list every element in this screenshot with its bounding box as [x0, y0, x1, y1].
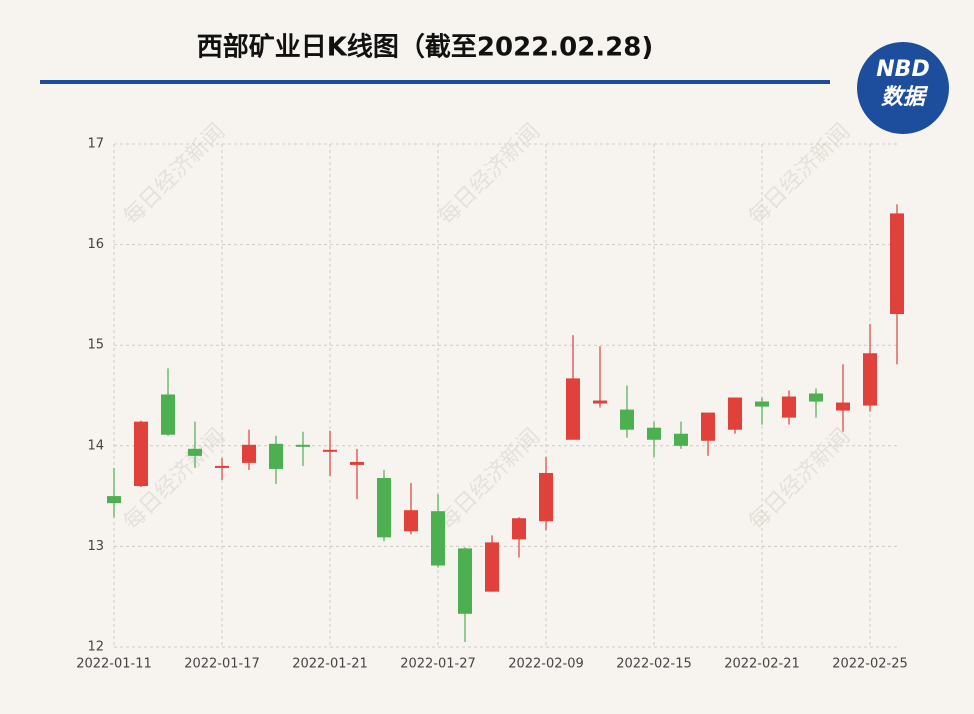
candle-body: [674, 433, 688, 446]
y-tick-label: 15: [87, 338, 104, 353]
candle-body: [404, 510, 418, 532]
candle-body: [755, 401, 769, 407]
y-tick-label: 14: [87, 438, 104, 453]
candle-body: [728, 397, 742, 430]
candle-body: [890, 213, 904, 315]
candle-body: [161, 394, 175, 435]
candle-body: [782, 396, 796, 418]
x-tick-label: 2022-01-27: [400, 657, 476, 672]
candle-body: [269, 443, 283, 469]
x-tick-label: 2022-02-21: [724, 657, 800, 672]
candle-body: [512, 518, 526, 540]
logo-top: NBD: [876, 57, 929, 82]
candle-body: [647, 427, 661, 440]
candle-body: [242, 444, 256, 463]
candle-body: [107, 496, 121, 504]
title-rule: [40, 80, 830, 84]
logo: [857, 42, 949, 134]
x-tick-label: 2022-02-25: [832, 657, 908, 672]
candle-body: [134, 421, 148, 487]
candle-body: [377, 477, 391, 538]
candle-body: [431, 511, 445, 566]
candle-body: [539, 472, 553, 522]
chart-title: 西部矿业日K线图（截至2022.02.28): [197, 32, 654, 63]
candle-body: [836, 402, 850, 411]
candle-body: [350, 461, 364, 465]
candle-body: [701, 412, 715, 441]
candle-body: [809, 393, 823, 402]
candle-body: [188, 448, 202, 456]
candle-body: [296, 444, 310, 447]
candle-body: [620, 409, 634, 430]
x-tick-label: 2022-01-21: [292, 657, 368, 672]
y-tick-label: 13: [87, 539, 104, 554]
x-tick-label: 2022-02-09: [508, 657, 584, 672]
candle-body: [485, 542, 499, 592]
x-tick-label: 2022-01-11: [76, 657, 152, 672]
candle-body: [863, 353, 877, 406]
y-tick-label: 16: [87, 237, 104, 252]
candle-body: [323, 449, 337, 452]
candle-body: [458, 548, 472, 614]
candle-body: [566, 378, 580, 440]
logo-bottom: 数据: [881, 85, 929, 110]
y-tick-label: 12: [87, 640, 104, 655]
candle-body: [593, 400, 607, 404]
x-tick-label: 2022-01-17: [184, 657, 260, 672]
candle-body: [215, 465, 229, 468]
y-tick-label: 17: [87, 137, 104, 152]
x-tick-label: 2022-02-15: [616, 657, 692, 672]
